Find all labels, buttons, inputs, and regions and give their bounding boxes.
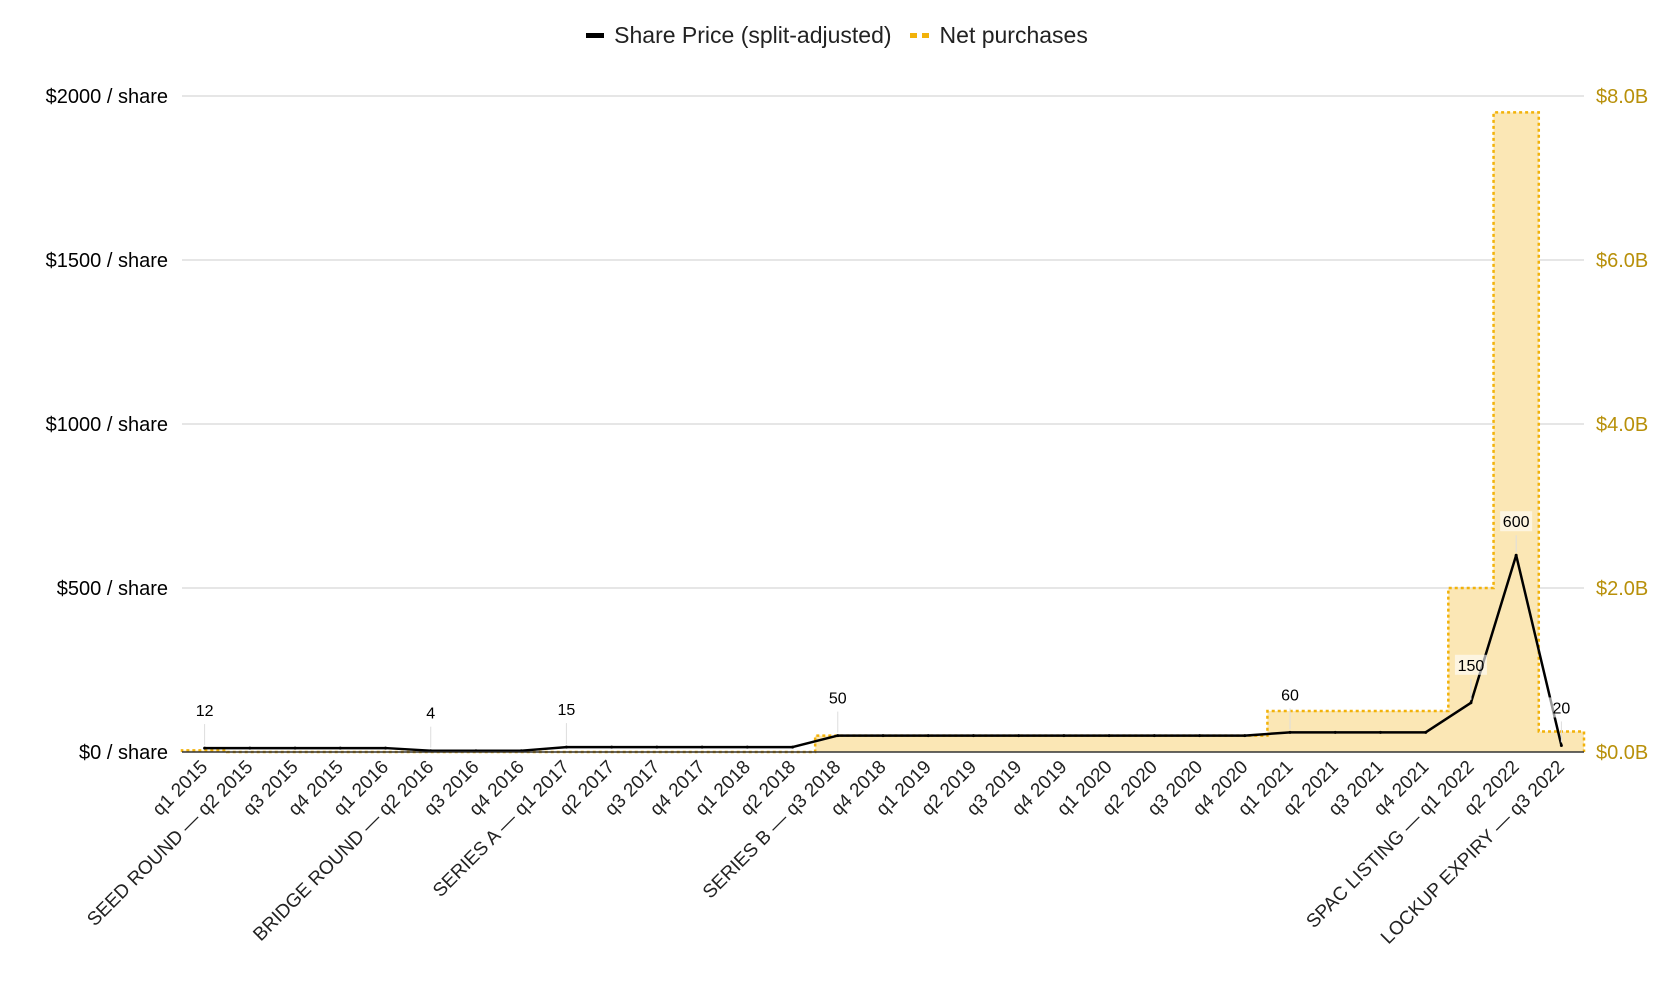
net-purchases-bar-17 bbox=[951, 736, 996, 752]
share-price-point-23 bbox=[1243, 734, 1247, 738]
share-price-point-29 bbox=[1514, 553, 1518, 557]
share-price-point-10 bbox=[655, 745, 659, 749]
net-purchases-area-layer bbox=[180, 111, 1586, 754]
net-purchases-bar-16 bbox=[906, 736, 951, 752]
y-right-tick-label: $4.0B bbox=[1596, 414, 1648, 436]
share-price-point-1 bbox=[248, 746, 252, 750]
net-purchases-bar-14 bbox=[815, 736, 860, 752]
y-right-tick-label: $6.0B bbox=[1596, 250, 1648, 272]
y-left-tick-label: $500 / share bbox=[57, 578, 168, 600]
data-label-bg-28 bbox=[1454, 654, 1487, 675]
share-price-point-12 bbox=[745, 745, 749, 749]
net-purchases-bar-18 bbox=[996, 736, 1041, 752]
data-label-bg-30 bbox=[1545, 697, 1578, 718]
data-label-bg-14 bbox=[821, 687, 854, 708]
data-label-bg-5 bbox=[414, 702, 447, 723]
net-purchases-bar-29 bbox=[1494, 112, 1539, 752]
legend-label-net-purchases: Net purchases bbox=[939, 22, 1088, 48]
data-label: 12 bbox=[196, 703, 214, 720]
share-price-point-8 bbox=[564, 745, 568, 749]
data-label: 20 bbox=[1552, 700, 1570, 717]
data-label: 4 bbox=[426, 706, 435, 723]
share-price-point-21 bbox=[1152, 734, 1156, 738]
axis-layer: $0 / share $500 / share $1000 / share $1500… bbox=[46, 86, 1649, 949]
share-price-point-13 bbox=[791, 745, 795, 749]
net-purchases-dotted-swatch bbox=[909, 33, 930, 38]
y-left-tick-label: $2000 / share bbox=[46, 86, 168, 108]
share-price-point-17 bbox=[971, 734, 975, 738]
data-label: 600 bbox=[1503, 514, 1530, 531]
legend-item-share-price[interactable]: Share Price (split-adjusted) bbox=[586, 22, 892, 49]
share-price-line-swatch bbox=[586, 33, 605, 38]
share-price-point-30 bbox=[1559, 743, 1563, 747]
data-label: 50 bbox=[829, 691, 847, 708]
y-left-tick-label: $1000 / share bbox=[46, 414, 168, 436]
share-price-point-9 bbox=[610, 745, 614, 749]
data-label-layer: 12 4 15 50 60 150 600 20 bbox=[188, 511, 1578, 748]
data-label-bg-0 bbox=[188, 700, 221, 721]
data-label-bg-29 bbox=[1500, 511, 1533, 532]
net-purchases-outline bbox=[180, 111, 1586, 754]
net-purchases-bar-20 bbox=[1087, 736, 1132, 752]
net-purchases-area bbox=[182, 112, 1584, 752]
y-right-tick-label: $0.0B bbox=[1596, 742, 1648, 764]
y-right-tick-label: $2.0B bbox=[1596, 578, 1648, 600]
legend-label-share-price: Share Price (split-adjusted) bbox=[614, 22, 892, 48]
share-price-point-4 bbox=[384, 746, 388, 750]
share-price-point-14 bbox=[836, 734, 840, 738]
share-price-point-16 bbox=[926, 734, 930, 738]
data-label: 15 bbox=[558, 702, 576, 719]
net-purchases-bar-19 bbox=[1041, 736, 1086, 752]
share-price-point-25 bbox=[1333, 730, 1337, 734]
share-price-point-2 bbox=[293, 746, 297, 750]
share-price-point-15 bbox=[881, 734, 885, 738]
share-price-point-27 bbox=[1424, 730, 1428, 734]
y-right-tick-label: $8.0B bbox=[1596, 86, 1648, 108]
share-price-point-19 bbox=[1062, 734, 1066, 738]
share-price-point-18 bbox=[1017, 734, 1021, 738]
net-purchases-bar-22 bbox=[1177, 736, 1222, 752]
grid-layer bbox=[182, 95, 1584, 589]
chart-legend: Share Price (split-adjusted) Net purchas… bbox=[0, 22, 1674, 49]
y-left-tick-label: $1500 / share bbox=[46, 250, 168, 272]
data-label: 60 bbox=[1281, 687, 1299, 704]
share-price-point-3 bbox=[338, 746, 342, 750]
data-label-bg-8 bbox=[550, 699, 583, 720]
y-left-tick-label: $0 / share bbox=[79, 742, 168, 764]
share-price-point-0 bbox=[203, 746, 207, 750]
share-price-point-11 bbox=[700, 745, 704, 749]
net-purchases-bar-23 bbox=[1222, 736, 1267, 752]
net-purchases-bar-15 bbox=[860, 736, 905, 752]
legend-item-net-purchases[interactable]: Net purchases bbox=[909, 22, 1088, 49]
data-label-bg-24 bbox=[1274, 684, 1307, 705]
share-price-point-20 bbox=[1107, 734, 1111, 738]
share-price-point-26 bbox=[1378, 730, 1382, 734]
share-price-point-22 bbox=[1198, 734, 1202, 738]
share-price-point-28 bbox=[1469, 701, 1473, 705]
data-label: 150 bbox=[1458, 658, 1485, 675]
share-price-point-24 bbox=[1288, 730, 1292, 734]
net-purchases-bar-21 bbox=[1132, 736, 1177, 752]
